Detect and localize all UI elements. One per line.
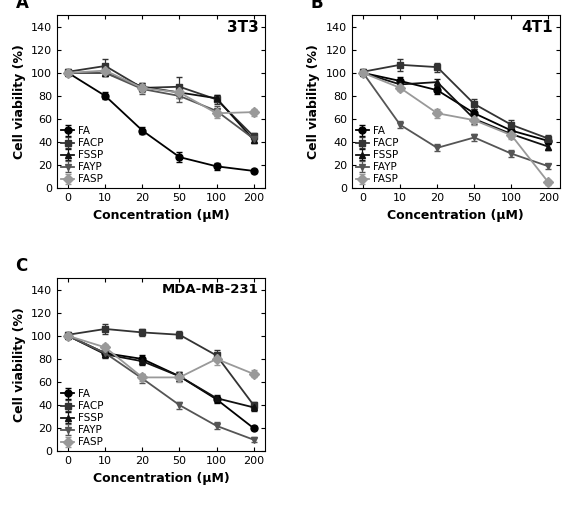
Legend: FA, FACP, FSSP, FAYP, FASP: FA, FACP, FSSP, FAYP, FASP bbox=[354, 124, 400, 187]
X-axis label: Concentration (μM): Concentration (μM) bbox=[93, 209, 230, 222]
Text: 3T3: 3T3 bbox=[227, 20, 259, 35]
Legend: FA, FACP, FSSP, FAYP, FASP: FA, FACP, FSSP, FAYP, FASP bbox=[59, 124, 106, 187]
Legend: FA, FACP, FSSP, FAYP, FASP: FA, FACP, FSSP, FAYP, FASP bbox=[59, 387, 106, 450]
Text: 4T1: 4T1 bbox=[522, 20, 553, 35]
Text: MDA-MB-231: MDA-MB-231 bbox=[162, 283, 259, 297]
X-axis label: Concentration (μM): Concentration (μM) bbox=[387, 209, 524, 222]
Y-axis label: Cell viability (%): Cell viability (%) bbox=[13, 44, 26, 159]
Text: A: A bbox=[15, 0, 29, 12]
Y-axis label: Cell viability (%): Cell viability (%) bbox=[307, 44, 320, 159]
Y-axis label: Cell viability (%): Cell viability (%) bbox=[13, 307, 26, 422]
Text: C: C bbox=[15, 257, 28, 275]
X-axis label: Concentration (μM): Concentration (μM) bbox=[93, 472, 230, 485]
Text: B: B bbox=[311, 0, 323, 12]
